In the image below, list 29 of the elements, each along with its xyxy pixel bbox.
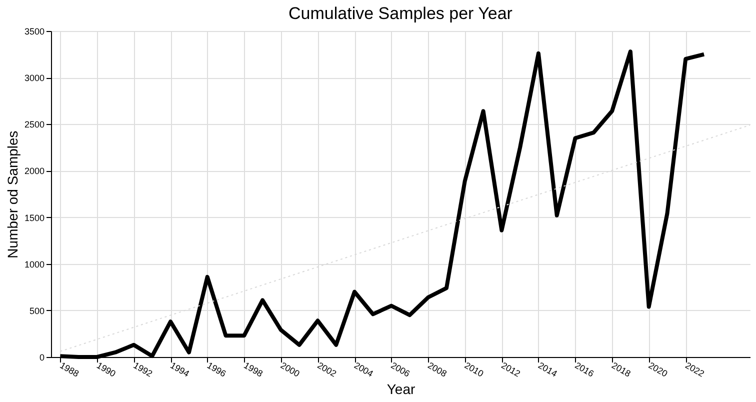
y-tick-label: 500 [29, 306, 44, 316]
y-tick-label: 2000 [24, 166, 44, 176]
x-tick-label: 2000 [278, 360, 302, 379]
x-tick-label: 1994 [168, 360, 191, 379]
y-tick-label: 1500 [24, 212, 44, 223]
x-tick-label: 2004 [352, 360, 375, 379]
y-tick-label: 2500 [24, 120, 44, 130]
x-tick-label: 1996 [205, 360, 228, 379]
x-tick-label: 2022 [684, 360, 706, 379]
x-tick-label: 1998 [242, 360, 264, 379]
x-tick-label: 2020 [646, 360, 670, 379]
y-tick-label: 3500 [24, 26, 44, 36]
x-tick-label: 1992 [132, 360, 154, 379]
chart-title: Cumulative Samples per Year [288, 4, 513, 23]
x-tick-label: 1990 [94, 360, 118, 379]
y-axis-title: Number od Samples [4, 130, 20, 258]
y-tick-label: 1000 [24, 259, 44, 270]
x-tick-label: 2010 [462, 360, 486, 379]
x-tick-label: 2018 [610, 360, 632, 379]
x-tick-label: 2006 [389, 360, 412, 379]
x-tick-label: 2014 [536, 360, 559, 379]
x-tick-label: 2016 [573, 360, 596, 379]
x-tick-label: 2012 [500, 360, 522, 379]
y-tick-label: 3000 [24, 73, 44, 84]
y-tick-label: 0 [39, 352, 44, 362]
x-tick-label: 2008 [426, 360, 448, 379]
x-tick-label: 1988 [58, 360, 81, 379]
x-tick-label: 2002 [316, 360, 338, 379]
x-axis-title: Year [386, 380, 416, 397]
